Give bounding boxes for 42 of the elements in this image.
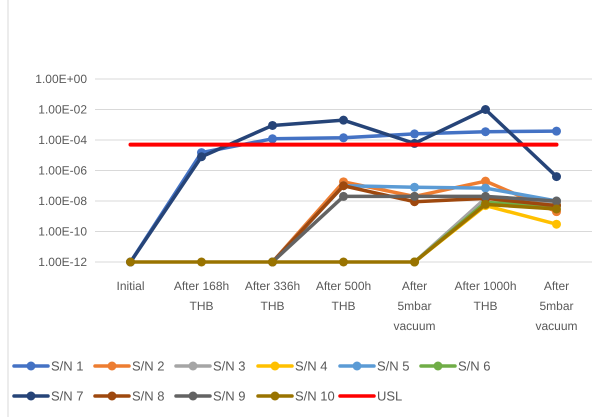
point xyxy=(410,129,419,138)
point xyxy=(481,127,490,136)
point xyxy=(410,182,419,192)
y-tick-label: 1.00E-04 xyxy=(38,133,88,148)
point xyxy=(339,258,348,266)
y-tick-label: 1.00E-12 xyxy=(38,255,88,270)
x-tick-label: After 5mbar vacuum xyxy=(535,279,578,333)
y-tick-label: 1.00E-10 xyxy=(38,224,88,239)
y-tick-label: 1.00E-06 xyxy=(38,164,88,178)
point xyxy=(268,134,277,144)
point xyxy=(481,105,490,114)
legend-label: S/N 1 xyxy=(51,358,84,374)
point xyxy=(552,126,561,136)
x-tick-label: After 336h THB xyxy=(244,279,300,313)
legend-label: S/N 7 xyxy=(51,388,84,404)
point xyxy=(339,192,348,201)
x-tick-label: After 5mbar vacuum xyxy=(393,279,436,333)
legend-label: S/N 6 xyxy=(458,358,491,374)
point xyxy=(552,220,561,229)
point xyxy=(481,184,490,193)
point xyxy=(197,258,206,266)
legend-label: USL xyxy=(377,388,402,404)
point xyxy=(339,116,348,125)
point xyxy=(339,133,348,142)
legend-label: S/N 8 xyxy=(132,388,165,404)
point xyxy=(268,120,277,130)
legend-label: S/N 9 xyxy=(213,388,246,404)
legend-label: S/N 5 xyxy=(377,358,410,374)
point xyxy=(552,172,561,182)
y-tick-label: 1.00E-02 xyxy=(38,102,88,117)
point xyxy=(197,152,206,162)
x-tick-label: Initial xyxy=(116,279,145,293)
legend-label: S/N 2 xyxy=(132,358,165,374)
legend-label: S/N 10 xyxy=(295,388,335,404)
point xyxy=(552,204,561,214)
y-tick-label: 1.00E+00 xyxy=(35,72,88,86)
x-tick-label: After 1000h THB xyxy=(454,279,517,313)
legend-label: S/N 3 xyxy=(213,358,246,374)
legend-label: S/N 4 xyxy=(295,358,328,374)
x-tick-label: After 500h THB xyxy=(316,279,372,313)
y-tick-label: 1.00E-08 xyxy=(38,194,88,208)
x-tick-label: After 168h THB xyxy=(174,279,230,313)
